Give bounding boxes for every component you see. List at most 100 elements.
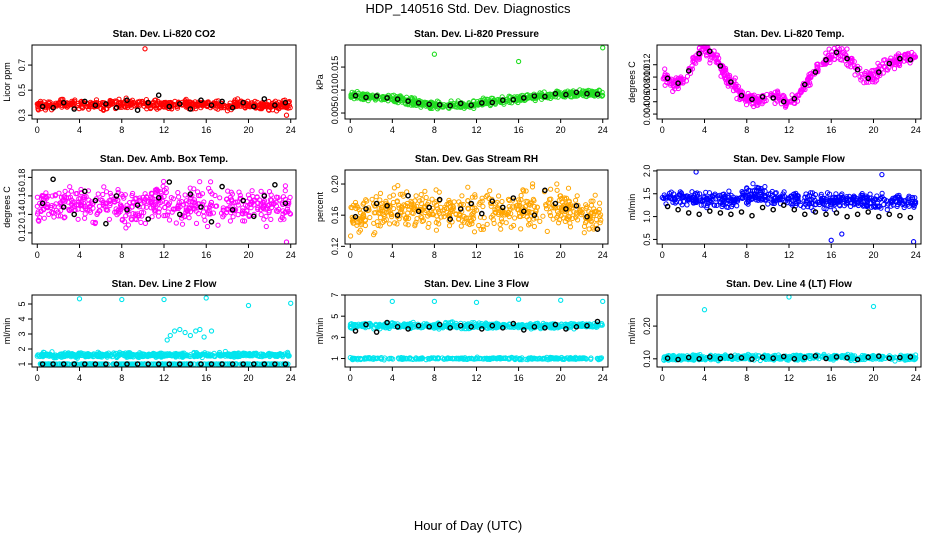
data-point xyxy=(516,97,522,103)
data-point xyxy=(154,187,160,193)
data-point xyxy=(107,200,114,206)
black-point xyxy=(134,202,141,208)
x-tick-label: 16 xyxy=(514,125,524,135)
data-point xyxy=(191,197,198,203)
data-point xyxy=(44,195,50,201)
data-point xyxy=(38,208,44,214)
data-point xyxy=(230,214,236,220)
data-point xyxy=(837,46,843,53)
x-tick-label: 24 xyxy=(911,125,921,135)
data-point xyxy=(100,191,106,198)
outlier-point xyxy=(164,337,170,343)
data-point xyxy=(872,79,878,85)
black-point xyxy=(802,211,808,218)
y-tick-label: 3 xyxy=(17,331,27,336)
x-tick-label: 4 xyxy=(77,250,82,260)
y-axis-label: percent xyxy=(315,191,325,222)
y-tick-label: 0.18 xyxy=(17,169,27,187)
x-tick-label: 8 xyxy=(432,250,437,260)
data-point xyxy=(858,77,864,83)
y-axis-label: degrees C xyxy=(2,186,12,228)
data-point xyxy=(183,198,190,204)
data-point xyxy=(348,233,354,239)
black-point xyxy=(394,96,401,102)
data-point xyxy=(422,188,428,194)
data-point xyxy=(127,200,133,206)
data-point xyxy=(554,187,560,193)
scatter-points xyxy=(34,46,293,118)
black-point xyxy=(510,96,517,103)
data-point xyxy=(518,226,524,232)
data-point xyxy=(707,60,713,66)
data-point xyxy=(861,80,867,86)
black-point xyxy=(499,97,506,103)
black-point xyxy=(865,75,872,82)
black-point xyxy=(39,103,46,110)
data-point xyxy=(95,191,101,197)
data-point xyxy=(556,220,562,226)
black-point xyxy=(71,211,77,218)
data-point xyxy=(197,179,203,185)
black-point xyxy=(198,204,204,210)
black-point xyxy=(92,197,99,204)
data-point xyxy=(95,102,101,108)
black-point xyxy=(552,90,559,97)
data-point xyxy=(537,218,543,224)
black-point xyxy=(145,216,151,222)
black-point xyxy=(198,97,204,103)
black-point xyxy=(812,209,819,215)
data-point xyxy=(465,184,471,190)
data-point xyxy=(282,188,288,194)
y-tick-label: 0.004 xyxy=(642,103,652,126)
x-tick-label: 4 xyxy=(702,125,707,135)
data-point xyxy=(119,217,125,223)
data-point xyxy=(161,99,167,106)
data-point xyxy=(884,66,890,72)
x-tick-label: 8 xyxy=(744,125,749,135)
data-point xyxy=(845,63,851,69)
black-point xyxy=(363,94,369,101)
black-point xyxy=(542,187,548,194)
data-point xyxy=(242,218,248,224)
data-point xyxy=(227,218,233,224)
data-point xyxy=(851,63,857,69)
data-point xyxy=(155,213,162,219)
data-point xyxy=(173,220,179,226)
data-point xyxy=(251,198,257,204)
black-point xyxy=(664,75,671,82)
data-point xyxy=(841,49,847,55)
black-point xyxy=(436,102,443,108)
data-point xyxy=(137,195,143,201)
black-point xyxy=(166,103,173,110)
data-point xyxy=(433,101,439,107)
black-point xyxy=(272,181,278,188)
black-point xyxy=(39,200,46,207)
data-point xyxy=(128,100,134,106)
data-point xyxy=(192,199,198,205)
y-tick-label: 0.3 xyxy=(17,109,27,122)
data-point xyxy=(875,60,881,66)
data-point xyxy=(248,201,254,207)
data-point xyxy=(405,222,411,228)
data-point xyxy=(171,206,177,212)
black-point xyxy=(876,213,882,220)
data-point xyxy=(242,202,249,208)
black-point xyxy=(664,203,671,210)
data-point xyxy=(750,181,756,187)
data-point xyxy=(469,194,475,200)
black-point xyxy=(833,49,840,56)
x-tick-label: 24 xyxy=(286,373,296,383)
black-point xyxy=(282,200,289,207)
data-point xyxy=(234,100,240,106)
outlier-point xyxy=(828,237,834,243)
data-point xyxy=(260,202,266,208)
data-point xyxy=(52,193,58,199)
y-axis-label: ml/min xyxy=(2,318,12,345)
data-point xyxy=(186,215,192,221)
black-point xyxy=(865,209,872,215)
data-point xyxy=(524,96,530,102)
data-point xyxy=(206,204,212,210)
scatter-points xyxy=(660,44,919,110)
data-point xyxy=(182,192,188,198)
